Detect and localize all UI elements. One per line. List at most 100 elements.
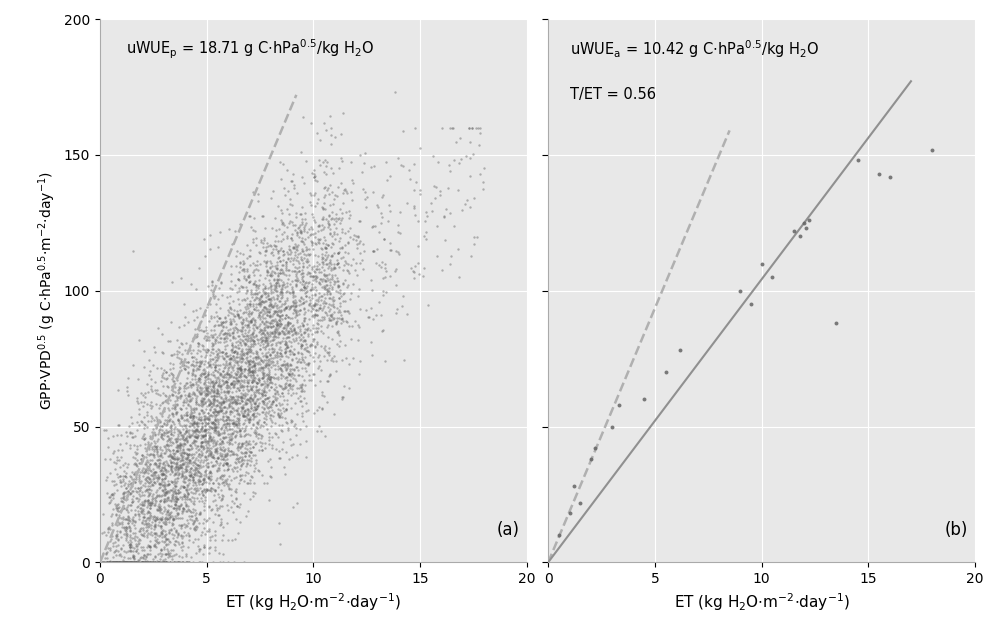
Point — [159, 417, 175, 427]
Point — [243, 383, 259, 394]
Point — [252, 248, 268, 258]
Point — [311, 277, 327, 288]
Point — [257, 313, 273, 323]
Point — [164, 374, 180, 384]
Point — [270, 332, 286, 342]
Point — [194, 401, 210, 411]
Point — [200, 408, 216, 418]
Point — [184, 358, 200, 369]
Point — [124, 481, 140, 491]
Point — [143, 466, 159, 476]
Point — [110, 420, 126, 431]
Point — [257, 288, 273, 298]
Point — [170, 441, 186, 451]
Point — [132, 534, 148, 544]
Point — [303, 300, 319, 311]
Point — [118, 557, 134, 567]
Point — [177, 457, 193, 467]
Point — [184, 443, 200, 454]
Point — [271, 296, 287, 306]
Point — [190, 484, 206, 495]
Point — [241, 357, 257, 367]
Point — [450, 244, 466, 254]
Point — [185, 426, 201, 436]
Point — [245, 335, 261, 345]
Point — [202, 541, 218, 551]
Point — [215, 317, 231, 327]
Point — [182, 493, 198, 504]
Point — [136, 396, 152, 406]
Point — [254, 402, 270, 412]
Point — [232, 470, 248, 481]
Point — [211, 397, 227, 407]
Point — [279, 247, 295, 257]
Point — [196, 443, 212, 454]
Point — [274, 314, 290, 324]
Point — [194, 418, 210, 428]
Point — [324, 250, 340, 260]
Point — [158, 374, 174, 384]
Point — [127, 517, 143, 527]
Point — [153, 521, 169, 532]
Point — [156, 497, 172, 507]
Point — [196, 436, 212, 447]
Point — [160, 403, 176, 413]
Point — [294, 384, 310, 394]
Point — [250, 351, 266, 362]
Point — [284, 266, 300, 277]
Point — [264, 417, 280, 427]
Point — [189, 384, 205, 394]
Point — [310, 363, 326, 373]
Point — [257, 308, 273, 318]
Point — [143, 557, 159, 567]
Point — [279, 363, 295, 373]
Point — [192, 475, 208, 486]
Point — [277, 381, 293, 392]
Point — [151, 502, 167, 512]
Point — [214, 474, 230, 484]
Point — [276, 322, 292, 332]
Point — [133, 454, 149, 465]
Point — [207, 425, 223, 435]
Point — [229, 409, 245, 419]
Point — [265, 250, 281, 260]
Point — [235, 349, 251, 359]
Point — [206, 385, 222, 396]
Point — [144, 557, 160, 567]
Point — [212, 370, 228, 380]
Point — [222, 424, 238, 435]
Point — [174, 453, 190, 463]
Point — [193, 414, 209, 424]
Point — [250, 351, 266, 362]
Point — [307, 341, 323, 351]
Point — [231, 426, 247, 436]
Point — [257, 335, 273, 346]
Point — [258, 419, 274, 429]
Point — [197, 437, 213, 447]
Point — [321, 269, 337, 279]
Point — [312, 274, 328, 284]
Point — [224, 340, 240, 350]
Point — [188, 284, 204, 294]
Point — [231, 438, 247, 448]
Point — [185, 518, 201, 528]
Point — [149, 463, 165, 473]
Point — [315, 204, 331, 214]
Point — [259, 306, 275, 316]
Point — [222, 398, 238, 408]
Point — [273, 284, 289, 295]
Point — [312, 303, 328, 313]
Point — [243, 393, 259, 403]
Point — [323, 242, 339, 252]
Point — [187, 510, 203, 520]
Point — [331, 213, 347, 223]
Point — [194, 488, 210, 498]
Point — [317, 276, 333, 286]
Point — [195, 489, 211, 500]
Point — [108, 503, 124, 513]
Point — [246, 325, 262, 335]
Point — [240, 407, 256, 417]
Point — [128, 539, 144, 549]
Point — [264, 344, 280, 355]
Point — [140, 437, 156, 447]
